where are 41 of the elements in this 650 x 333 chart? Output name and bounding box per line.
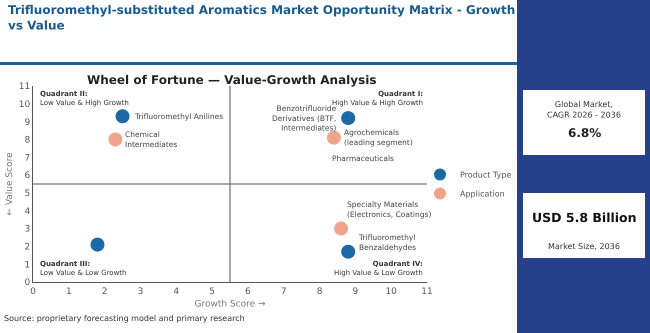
point [108,132,122,146]
x-tick-label: 4 [173,286,180,297]
point [334,222,348,236]
y-tick-label: 10 [18,100,30,110]
chart-title: Trifluoromethyl-substituted Aromatics Market Opportunity Matrix - Growth vs Value [8,3,516,33]
point [341,244,356,259]
x-axis-title: Growth Score → [194,300,266,310]
y-tick-label: 1 [24,260,30,270]
point [116,109,130,124]
x-tick-label: 7 [280,286,287,297]
x-tick-label: 5 [209,286,215,297]
x-tick-label: 6 [245,286,252,297]
y-tick-label: 4 [24,206,30,217]
chart-subtitle: Wheel of Fortune — Value-Growth Analysis [87,73,376,87]
y-tick-label: 0 [24,278,30,288]
point [90,238,104,252]
y-tick-label: 3 [24,224,30,235]
y-tick-label: 8 [24,136,30,146]
x-tick-label: 2 [102,286,108,297]
point [326,130,341,145]
legend-label: Product Type [460,170,512,180]
x-tick-label: 1 [66,286,72,297]
source-note: Source: proprietary forecasting model and primary research [4,314,245,323]
y-tick-label: 6 [24,171,30,182]
text: Market Size, 2036 [548,242,620,251]
text: Global Market, CAGR 2026 - 2036 [547,100,621,120]
y-tick-label: 9 [24,118,30,128]
x-tick-label: 10 [385,286,398,297]
legend-label: Application [460,190,505,199]
x-tick-label: 9 [352,286,358,297]
text: USD 5.8 Billion [532,210,637,225]
y-tick-label: 2 [24,242,30,253]
point [341,111,356,126]
y-tick-label: 5 [24,189,30,200]
x-tick-label: 8 [316,286,323,297]
y-axis-title: ← Value Score [5,152,16,216]
x-tick-label: 11 [421,286,433,297]
text: 6.8% [568,126,602,140]
y-tick-label: 7 [24,153,30,164]
y-tick-label: 11 [18,82,30,92]
x-tick-label: 3 [138,286,144,297]
